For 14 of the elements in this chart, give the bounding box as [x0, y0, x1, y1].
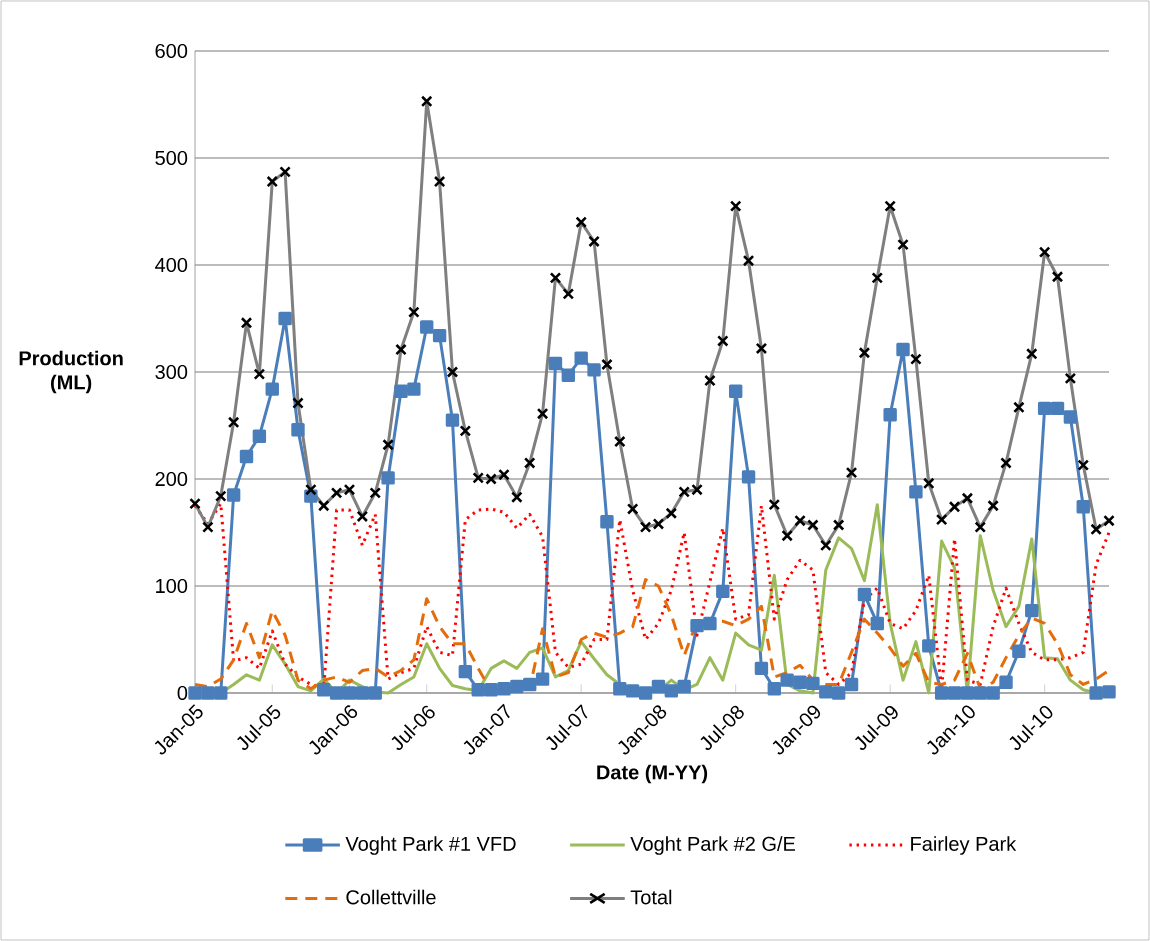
legend-label: Total: [630, 889, 672, 905]
y-axis-title: Production (ML): [19, 350, 123, 394]
y-tick-label: 600: [155, 43, 188, 59]
x-axis-title: Date (M-YY): [597, 764, 708, 784]
y-tick-label: 0: [177, 685, 188, 701]
y-tick-label: 400: [155, 257, 188, 273]
legend-label: Collettville: [346, 889, 436, 905]
y-tick-label: 100: [156, 578, 188, 594]
y-tick-label: 200: [155, 471, 188, 487]
legend-label: Voght Park #1 VFD: [345, 836, 516, 855]
y-tick-label: 300: [155, 364, 188, 380]
legend-label: Fairley Park: [911, 836, 1017, 855]
y-tick-label: 500: [155, 150, 188, 166]
legend-label: Voght Park #2 G/E: [630, 836, 796, 855]
